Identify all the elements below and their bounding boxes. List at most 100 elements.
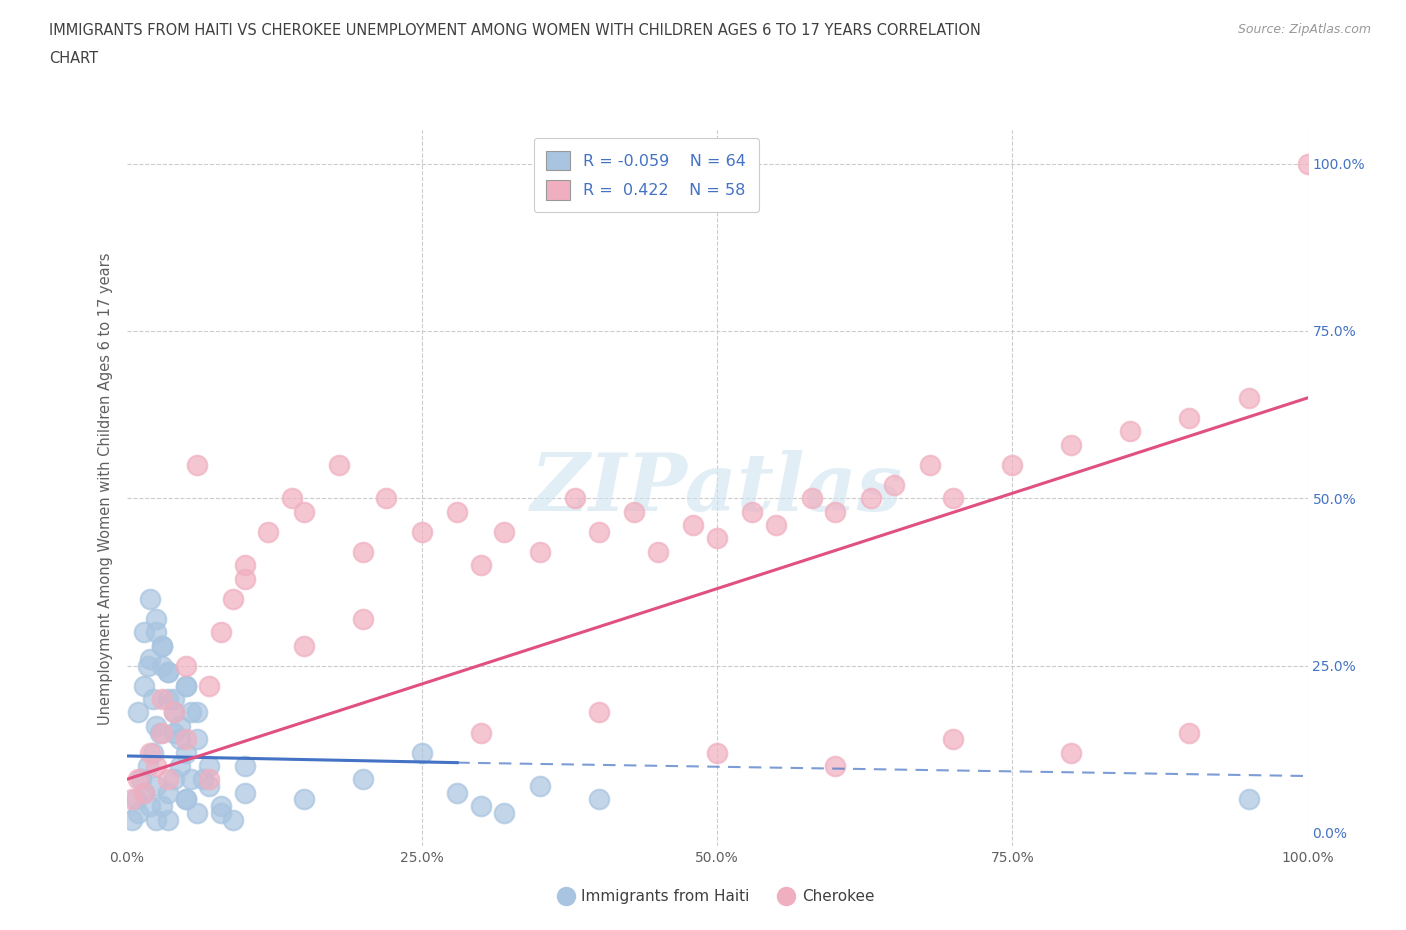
Point <box>129 772 152 787</box>
Point <box>150 658 173 673</box>
Point <box>174 678 197 693</box>
Point <box>564 491 586 506</box>
Point <box>163 705 186 720</box>
Point <box>150 725 173 740</box>
Y-axis label: Unemployment Among Women with Children Ages 6 to 17 years: Unemployment Among Women with Children A… <box>98 252 114 724</box>
Point <box>1296 156 1319 171</box>
Point <box>292 792 315 807</box>
Point <box>588 525 610 539</box>
Point <box>292 638 315 653</box>
Point <box>494 525 516 539</box>
Legend: Immigrants from Haiti, Cherokee: Immigrants from Haiti, Cherokee <box>554 884 880 910</box>
Point <box>1060 437 1083 452</box>
Point <box>150 692 173 707</box>
Point <box>529 544 551 559</box>
Point <box>281 491 304 506</box>
Point <box>1119 424 1142 439</box>
Point <box>233 759 256 774</box>
Point <box>446 785 468 800</box>
Point <box>163 725 186 740</box>
Point <box>141 745 163 760</box>
Point <box>141 692 163 707</box>
Point <box>222 812 245 827</box>
Point <box>883 477 905 492</box>
Point <box>125 792 148 807</box>
Point <box>647 544 669 559</box>
Point <box>136 658 159 673</box>
Point <box>127 705 149 720</box>
Point <box>352 772 374 787</box>
Point <box>470 558 492 573</box>
Point <box>588 705 610 720</box>
Point <box>233 558 256 573</box>
Point <box>352 611 374 626</box>
Point <box>134 785 156 800</box>
Point <box>174 745 197 760</box>
Point <box>174 678 197 693</box>
Point <box>198 772 221 787</box>
Point <box>145 759 167 774</box>
Point <box>169 718 191 733</box>
Point <box>156 772 179 787</box>
Text: CHART: CHART <box>49 51 98 66</box>
Point <box>824 759 846 774</box>
Point <box>186 705 208 720</box>
Point <box>136 759 159 774</box>
Point <box>222 591 245 606</box>
Point <box>292 504 315 519</box>
Point <box>134 785 156 800</box>
Point <box>145 611 167 626</box>
Point <box>121 792 143 807</box>
Point <box>706 745 728 760</box>
Point <box>156 785 179 800</box>
Point <box>209 799 232 814</box>
Point <box>145 778 167 793</box>
Point <box>145 718 167 733</box>
Point <box>156 692 179 707</box>
Point <box>233 785 256 800</box>
Point <box>134 625 156 640</box>
Point <box>682 518 704 533</box>
Point <box>942 732 965 747</box>
Point <box>186 805 208 820</box>
Point <box>706 531 728 546</box>
Point <box>150 799 173 814</box>
Point <box>174 732 197 747</box>
Point <box>121 812 143 827</box>
Point <box>163 692 186 707</box>
Point <box>193 772 215 787</box>
Point <box>156 665 179 680</box>
Point <box>824 504 846 519</box>
Point <box>1060 745 1083 760</box>
Point <box>588 792 610 807</box>
Point <box>145 812 167 827</box>
Point <box>198 678 221 693</box>
Point <box>156 665 179 680</box>
Point <box>198 778 221 793</box>
Point <box>209 625 232 640</box>
Point <box>169 759 191 774</box>
Point <box>139 591 162 606</box>
Point <box>139 745 162 760</box>
Point <box>209 805 232 820</box>
Point <box>233 571 256 586</box>
Point <box>257 525 280 539</box>
Point <box>139 652 162 667</box>
Point <box>180 772 202 787</box>
Point <box>139 799 162 814</box>
Point <box>1001 458 1024 472</box>
Point <box>375 491 398 506</box>
Point <box>169 732 191 747</box>
Point <box>134 678 156 693</box>
Point <box>150 638 173 653</box>
Point <box>1237 391 1260 405</box>
Text: Source: ZipAtlas.com: Source: ZipAtlas.com <box>1237 23 1371 36</box>
Text: ZIPatlas: ZIPatlas <box>531 449 903 527</box>
Point <box>127 772 149 787</box>
Point <box>1237 792 1260 807</box>
Point <box>800 491 823 506</box>
Point <box>186 732 208 747</box>
Point <box>156 812 179 827</box>
Point <box>942 491 965 506</box>
Point <box>765 518 787 533</box>
